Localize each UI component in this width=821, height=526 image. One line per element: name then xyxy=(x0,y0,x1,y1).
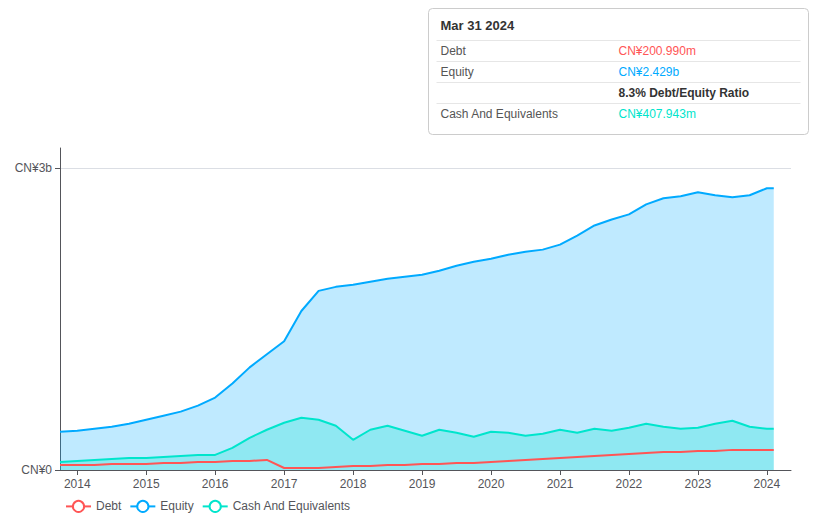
svg-text:CN¥200.990m: CN¥200.990m xyxy=(619,44,696,58)
svg-text:2017: 2017 xyxy=(271,477,298,491)
svg-text:2020: 2020 xyxy=(478,477,505,491)
svg-text:Equity: Equity xyxy=(160,499,193,513)
svg-text:2015: 2015 xyxy=(133,477,160,491)
svg-text:Cash And Equivalents: Cash And Equivalents xyxy=(233,499,350,513)
svg-text:CN¥407.943m: CN¥407.943m xyxy=(619,107,696,121)
svg-text:Cash And Equivalents: Cash And Equivalents xyxy=(441,107,558,121)
svg-text:2022: 2022 xyxy=(616,477,643,491)
svg-text:2024: 2024 xyxy=(754,477,781,491)
svg-text:CN¥2.429b: CN¥2.429b xyxy=(619,65,680,79)
svg-text:CN¥3b: CN¥3b xyxy=(15,161,53,175)
svg-text:CN¥0: CN¥0 xyxy=(21,463,52,477)
svg-text:2016: 2016 xyxy=(202,477,229,491)
svg-text:8.3% Debt/Equity Ratio: 8.3% Debt/Equity Ratio xyxy=(619,86,750,100)
svg-text:2019: 2019 xyxy=(409,477,436,491)
svg-text:Mar 31 2024: Mar 31 2024 xyxy=(441,18,515,33)
svg-text:2018: 2018 xyxy=(340,477,367,491)
svg-text:2021: 2021 xyxy=(547,477,574,491)
svg-text:2023: 2023 xyxy=(685,477,712,491)
svg-text:Equity: Equity xyxy=(441,65,474,79)
svg-text:2014: 2014 xyxy=(64,477,91,491)
svg-text:Debt: Debt xyxy=(441,44,467,58)
svg-text:Debt: Debt xyxy=(96,499,122,513)
